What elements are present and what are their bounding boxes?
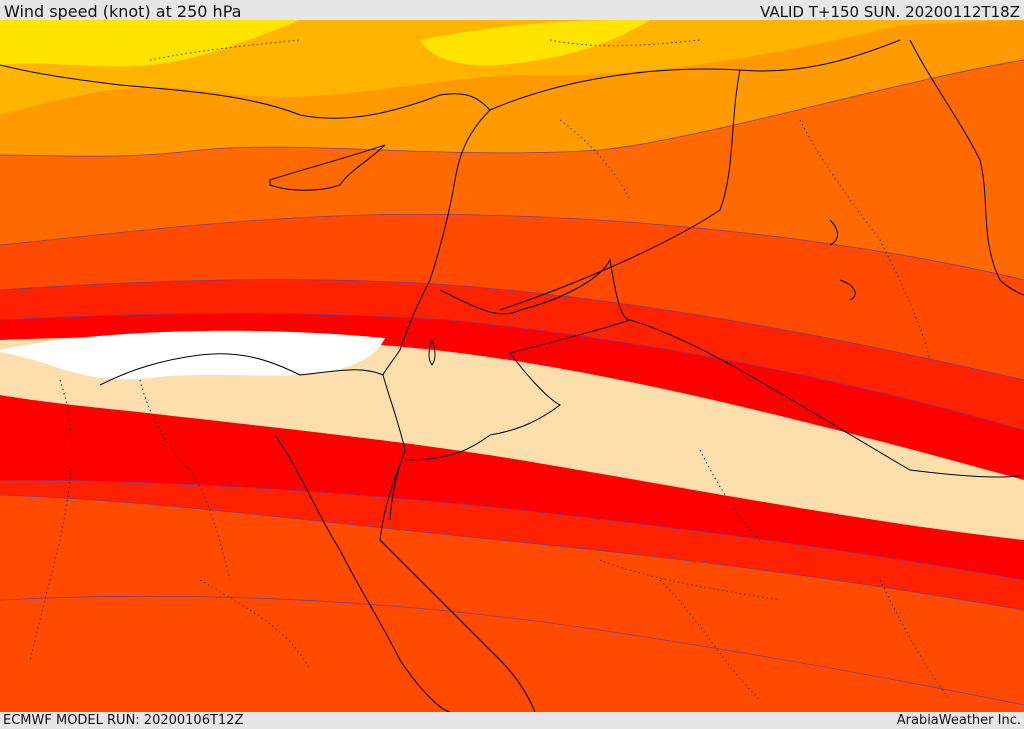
internal-boundaries <box>29 39 951 701</box>
map-header: Wind speed (knot) at 250 hPa VALID T+150… <box>0 0 1024 21</box>
contour-lines <box>0 59 1024 706</box>
credit: ArabiaWeather Inc. <box>896 713 1021 728</box>
coastlines <box>0 39 1024 713</box>
band-core-light <box>0 336 1024 540</box>
wind-speed-map <box>0 20 1024 713</box>
map-footer: ECMWF MODEL RUN: 20200106T12Z ArabiaWeat… <box>0 712 1024 729</box>
model-run: ECMWF MODEL RUN: 20200106T12Z <box>3 713 244 728</box>
band-yellow-east <box>420 20 650 66</box>
band-core-max <box>0 330 385 380</box>
map-title: Wind speed (knot) at 250 hPa <box>4 2 242 21</box>
band-yellow <box>0 20 300 67</box>
band-amber <box>0 20 1024 115</box>
valid-time: VALID T+150 SUN. 20200112T18Z <box>760 3 1020 21</box>
